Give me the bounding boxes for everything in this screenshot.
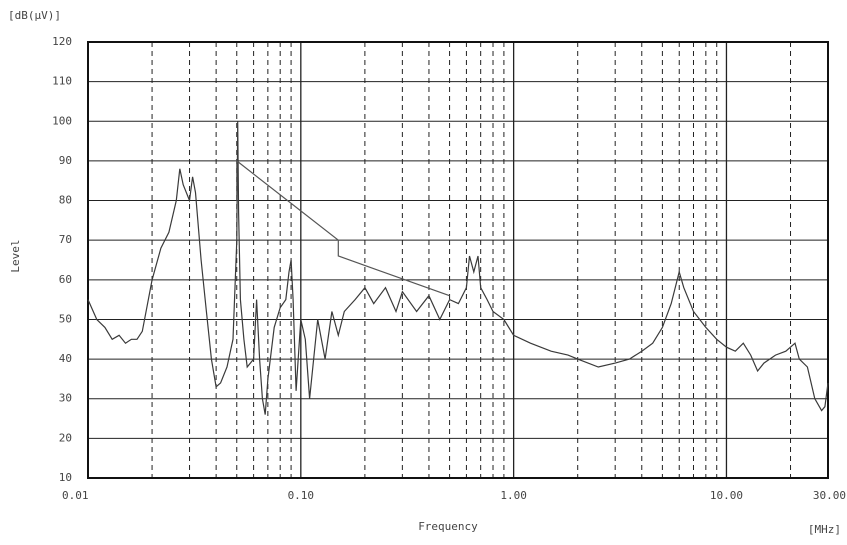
y-tick-label: 60 bbox=[59, 273, 72, 286]
y-tick-label: 10 bbox=[59, 471, 72, 484]
x-tick-label: 1.00 bbox=[500, 489, 527, 502]
y-tick-label: 80 bbox=[59, 194, 72, 207]
plot-frame bbox=[87, 41, 829, 479]
series-line bbox=[236, 159, 450, 297]
y-tick-label: 90 bbox=[59, 154, 72, 167]
series-line bbox=[87, 121, 829, 415]
y-tick-label: 40 bbox=[59, 352, 72, 365]
y-tick-label: 120 bbox=[52, 35, 72, 48]
y-tick-label: 20 bbox=[59, 431, 72, 444]
x-axis-label: Frequency bbox=[418, 520, 478, 533]
x-tick-label: 30.00 bbox=[813, 489, 846, 502]
y-tick-label: 30 bbox=[59, 392, 72, 405]
y-unit: [dB(µV)] bbox=[8, 9, 61, 22]
y-tick-label: 50 bbox=[59, 312, 72, 325]
x-tick-label: 10.00 bbox=[710, 489, 743, 502]
x-unit: [MHz] bbox=[808, 523, 841, 536]
y-tick-label: 100 bbox=[52, 114, 72, 127]
x-tick-label: 0.10 bbox=[288, 489, 315, 502]
y-tick-label: 110 bbox=[52, 75, 72, 88]
x-tick-label: 0.01 bbox=[62, 489, 89, 502]
y-tick-label: 70 bbox=[59, 233, 72, 246]
y-axis-label: Level bbox=[9, 239, 22, 272]
